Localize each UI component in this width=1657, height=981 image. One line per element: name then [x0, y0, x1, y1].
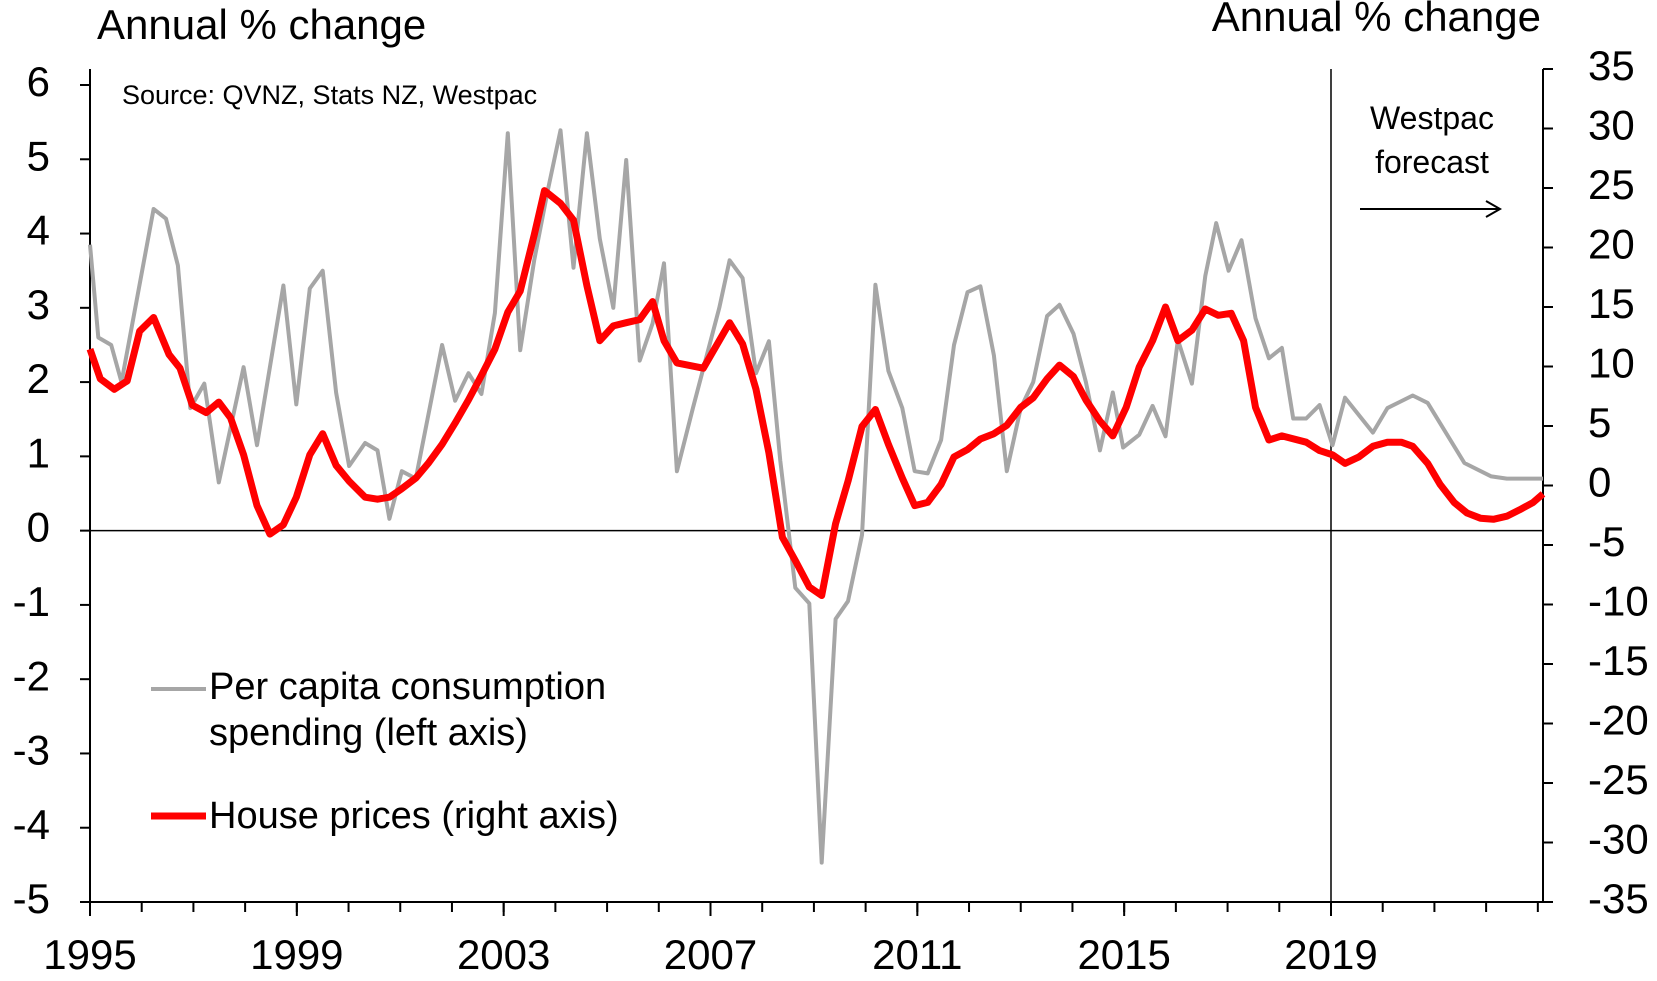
series-line — [88, 128, 1543, 865]
source-note: Source: QVNZ, Stats NZ, Westpac — [122, 80, 537, 110]
y2-axis-label: Annual % change — [1212, 0, 1541, 40]
x-tick-label: 2011 — [872, 931, 962, 978]
y2-tick-label: 0 — [1588, 459, 1611, 506]
y2-tick-label: 15 — [1588, 280, 1635, 327]
y-tick-label: 6 — [27, 58, 50, 105]
y-tick-label: -3 — [13, 727, 50, 774]
y2-tick-label: 20 — [1588, 221, 1635, 268]
y-tick-label: 5 — [27, 132, 50, 179]
legend-label: Per capita consumption spending (left ax… — [209, 666, 607, 754]
x-tick-label: 2015 — [1077, 931, 1170, 978]
y2-tick-label: -35 — [1588, 875, 1649, 922]
y-tick-label: -1 — [13, 578, 50, 625]
y-tick-label: 4 — [27, 207, 50, 254]
y2-tick-label: 10 — [1588, 340, 1635, 387]
x-tick-label: 2019 — [1284, 931, 1377, 978]
y2-tick-label: -5 — [1588, 518, 1625, 565]
x-tick-label: 2003 — [457, 931, 550, 978]
forecast-label: Westpac forecast — [1370, 100, 1494, 180]
y-tick-label: -2 — [13, 652, 50, 699]
y2-tick-label: -20 — [1588, 697, 1649, 744]
x-tick-label: 1995 — [43, 931, 136, 978]
y2-tick-label: -15 — [1588, 637, 1649, 684]
y2-tick-label: -30 — [1588, 816, 1649, 863]
x-tick-label: 1999 — [250, 931, 343, 978]
y-tick-label: 2 — [27, 355, 50, 402]
y2-tick-label: 30 — [1588, 102, 1635, 149]
y-tick-label: 0 — [27, 504, 50, 551]
y2-tick-label: 25 — [1588, 161, 1635, 208]
y2-tick-label: 5 — [1588, 399, 1611, 446]
legend-label: House prices (right axis) — [209, 795, 619, 837]
y-tick-label: -5 — [13, 875, 50, 922]
y2-tick-label: 35 — [1588, 42, 1635, 89]
y-axis-label: Annual % change — [97, 1, 426, 48]
forecast-arrowhead — [1485, 200, 1503, 218]
x-tick-label: 2007 — [664, 931, 757, 978]
y-tick-label: 1 — [27, 429, 50, 476]
series-line — [86, 187, 1546, 599]
y-tick-label: 3 — [27, 281, 50, 328]
y2-tick-label: -25 — [1588, 756, 1649, 803]
y2-tick-label: -10 — [1588, 578, 1649, 625]
y-tick-label: -4 — [13, 801, 50, 848]
